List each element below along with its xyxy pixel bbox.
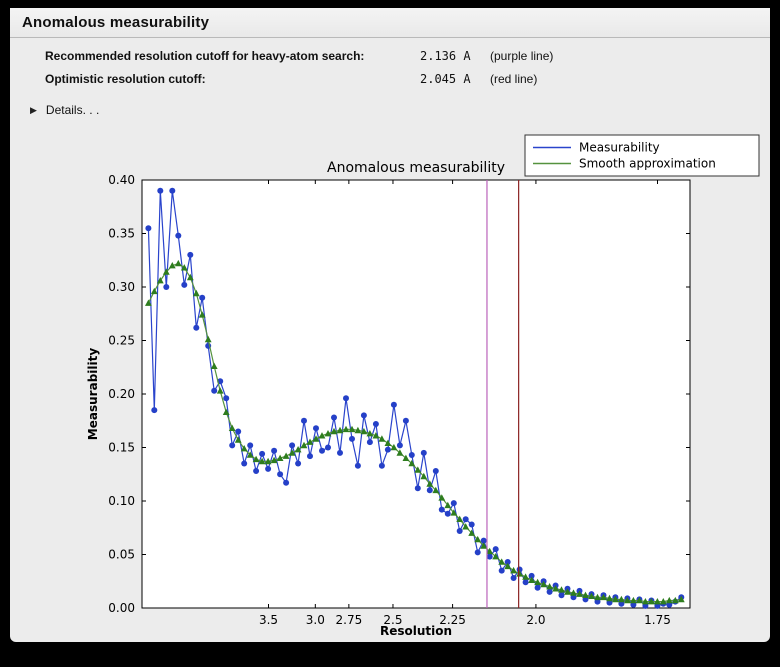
disclosure-triangle-icon[interactable]: ▶	[30, 104, 37, 115]
recommended-cutoff-value: 2.136 A	[420, 49, 471, 63]
optimistic-cutoff-row: Optimistic resolution cutoff: 2.045 A (r…	[10, 72, 770, 86]
svg-text:0.35: 0.35	[108, 227, 135, 241]
recommended-cutoff-row: Recommended resolution cutoff for heavy-…	[10, 49, 770, 63]
optimistic-cutoff-note: (red line)	[490, 72, 538, 86]
svg-text:0.25: 0.25	[108, 334, 135, 348]
anomalous-measurability-chart: 3.5 3.0 2.75 2.5 2.25 2.0 1.75 0.00 0.05 0.10 0.15…	[86, 134, 760, 638]
details-toggle[interactable]: ▶ Details. . .	[10, 103, 770, 117]
svg-text:Smooth approximation: Smooth approximation	[579, 157, 716, 171]
axes: 3.5 3.0 2.75 2.5 2.25 2.0 1.75 0.00 0.05 0.10 0.15…	[108, 173, 690, 627]
svg-text:3.5: 3.5	[259, 613, 278, 627]
svg-text:1.75: 1.75	[644, 613, 671, 627]
svg-text:2.5: 2.5	[383, 613, 402, 627]
chart-title: Anomalous measurability	[327, 160, 505, 176]
svg-text:2.25: 2.25	[439, 613, 466, 627]
details-label: Details. . .	[45, 103, 100, 117]
y-axis-label: Measurability	[86, 348, 100, 441]
svg-text:2.75: 2.75	[336, 613, 363, 627]
plot-area	[141, 179, 691, 609]
anomalous-measurability-panel: Anomalous measurability Recommended reso…	[10, 8, 770, 642]
optimistic-cutoff-value: 2.045 A	[420, 72, 471, 86]
svg-text:0.30: 0.30	[108, 280, 135, 294]
svg-text:0.05: 0.05	[108, 548, 135, 562]
svg-text:0.20: 0.20	[108, 387, 135, 401]
svg-text:0.10: 0.10	[108, 494, 135, 508]
svg-text:Measurability: Measurability	[579, 141, 660, 155]
chart-legend: Measurability Smooth approximation	[524, 134, 760, 177]
x-axis-label: Resolution	[380, 624, 452, 638]
svg-text:2.0: 2.0	[526, 613, 545, 627]
series-smooth-approximation	[145, 259, 685, 605]
svg-text:3.0: 3.0	[306, 613, 325, 627]
panel-header: Anomalous measurability	[10, 8, 770, 38]
panel-title: Anomalous measurability	[22, 14, 210, 31]
recommended-cutoff-note: (purple line)	[490, 49, 554, 63]
recommended-cutoff-label: Recommended resolution cutoff for heavy-…	[45, 49, 365, 63]
svg-text:0.00: 0.00	[108, 601, 135, 615]
svg-text:0.15: 0.15	[108, 441, 135, 455]
optimistic-cutoff-label: Optimistic resolution cutoff:	[45, 72, 206, 86]
svg-text:0.40: 0.40	[108, 173, 135, 187]
